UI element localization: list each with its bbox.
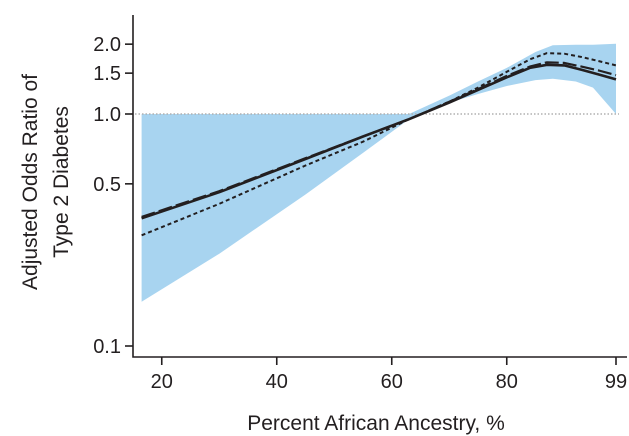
x-tick-label: 99 [605,371,627,393]
x-tick-label: 60 [381,371,403,393]
tick-labels: 20 40 60 80 99 0.1 0.5 1.0 1.5 2.0 [93,34,627,393]
x-axis-title: Percent African Ancestry, % [247,412,505,435]
tick-marks [125,43,617,365]
y-tick-label: 0.5 [93,174,121,196]
plot-area [135,43,619,302]
axis-frame [132,15,627,358]
y-tick-label: 2.0 [93,34,121,56]
y-axis-title-line-2: Type 2 Diabetes [50,106,73,258]
confidence-band [141,43,616,302]
x-tick-label: 20 [151,371,173,393]
y-tick-label: 1.0 [93,104,121,126]
series-line-dashed [141,61,617,218]
y-axis-title-line-1: Adjusted Odds Ratio of [19,74,42,290]
axes [132,15,627,358]
series-line-dotted [141,52,617,237]
y-tick-label: 1.5 [93,63,121,85]
x-tick-label: 40 [266,371,288,393]
y-tick-label: 0.1 [93,336,121,358]
x-tick-label: 80 [496,371,518,393]
